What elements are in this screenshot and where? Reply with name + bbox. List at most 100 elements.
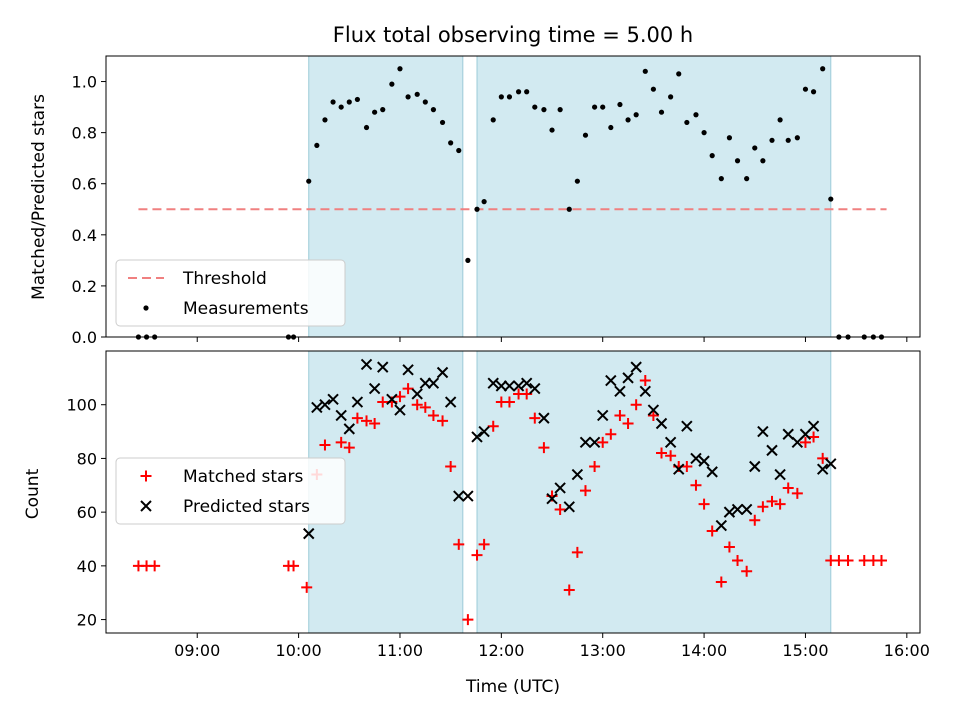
plot-layer: 0.00.20.40.60.81.0ThresholdMeasurements0…	[66, 55, 930, 660]
series-measurements	[135, 66, 885, 340]
measurement-point	[693, 112, 699, 118]
predicted-star-point	[394, 404, 406, 416]
chart-title: Flux total observing time = 5.00 h	[333, 23, 693, 47]
measurement-point	[633, 112, 639, 118]
measurement-point	[625, 117, 631, 123]
measurement-point	[338, 104, 344, 110]
predicted-star-point	[368, 382, 381, 395]
matched-star-point	[681, 460, 693, 472]
measurement-point	[684, 119, 690, 126]
predicted-star-point	[622, 372, 634, 384]
predicted-star-point	[630, 361, 642, 373]
matched-star-point	[723, 541, 735, 553]
predicted-star-point	[749, 460, 761, 473]
matched-star-point	[875, 554, 887, 566]
measurement-point	[524, 89, 530, 95]
measurement-point	[608, 124, 614, 131]
top-panel-y-label: Matched/Predicted stars	[29, 94, 49, 300]
legend-label: Matched stars	[183, 467, 303, 487]
bottom-panel-y-label: Count	[23, 468, 43, 519]
matched-star-point	[732, 554, 744, 566]
predicted-star-point	[588, 436, 601, 449]
y-tick-label: 0.2	[72, 277, 97, 296]
matched-star-point	[361, 415, 373, 427]
x-tick-label: 16:00	[884, 641, 930, 660]
measurement-point	[448, 140, 454, 146]
matched-star-point	[630, 399, 642, 411]
matched-star-point	[554, 503, 566, 515]
observing-window	[476, 55, 832, 338]
predicted-star-point	[319, 399, 331, 411]
predicted-star-point	[478, 425, 490, 438]
measurement-point	[490, 117, 496, 123]
y-tick-label: 1.0	[72, 73, 97, 92]
measurement-point	[549, 127, 555, 133]
matched-star-point	[757, 501, 769, 513]
matched-star-point	[343, 442, 355, 454]
predicted-star-point	[444, 396, 457, 408]
predicted-star-point	[673, 463, 685, 475]
predicted-star-point	[462, 490, 474, 502]
measurement-point	[354, 96, 360, 103]
matched-star-point	[639, 375, 651, 387]
panel-ratio: 0.0 0.2 0.4 0.6 0.8 1.0 Threshold Measurements	[72, 55, 921, 347]
measurement-point	[734, 158, 741, 164]
matched-star-point	[288, 560, 300, 572]
predicted-star-point	[495, 380, 508, 392]
measurement-point	[592, 104, 598, 110]
measurement-point	[802, 86, 809, 92]
legend-label: Threshold	[182, 269, 267, 289]
matched-star-point	[799, 436, 811, 448]
measurement-point	[769, 137, 775, 143]
measurement-point	[642, 68, 648, 74]
predicted-star-point	[723, 506, 736, 518]
matched-star-point	[656, 447, 668, 459]
matched-star-point	[698, 498, 710, 510]
measurement-point	[439, 119, 446, 126]
measurement-point	[330, 99, 336, 105]
predicted-star-point	[647, 404, 660, 416]
measurement-point	[709, 153, 715, 159]
x-tick-label: 13:00	[580, 641, 626, 660]
predicted-star-point	[605, 374, 617, 387]
measurement-point	[363, 124, 370, 131]
measurement-point	[346, 99, 352, 105]
matched-star-point	[149, 560, 161, 572]
measurement-point	[668, 94, 674, 100]
predicted-star-point	[503, 380, 516, 392]
measurement-point	[456, 147, 462, 154]
predicted-star-point	[740, 503, 753, 516]
measurement-point	[532, 104, 538, 110]
matched-star-point	[453, 538, 465, 550]
measurement-point	[752, 145, 758, 151]
matched-star-point	[437, 415, 449, 427]
predicted-star-point	[766, 444, 778, 457]
predicted-star-point	[411, 388, 423, 400]
predicted-star-point	[579, 436, 592, 449]
matched-star-point	[614, 409, 626, 421]
predicted-star-point	[453, 490, 465, 502]
predicted-star-point	[698, 455, 710, 467]
measurement-point	[794, 135, 800, 141]
predicted-star-point	[351, 396, 364, 408]
matched-star-point	[369, 418, 381, 430]
matched-star-point	[563, 584, 575, 596]
measurement-point	[658, 109, 665, 115]
matched-star-point	[402, 383, 414, 395]
predicted-star-point	[715, 519, 728, 532]
legend-label: Predicted stars	[183, 497, 310, 517]
matched-star-point	[665, 450, 677, 462]
legend-label: Measurements	[183, 299, 309, 319]
matched-star-point	[597, 436, 609, 448]
x-tick-label: 14:00	[681, 641, 727, 660]
predicted-star-point	[436, 366, 449, 379]
matched-star-point	[579, 485, 591, 497]
measurement-point	[389, 81, 395, 87]
legend-matched-swatch	[140, 470, 152, 482]
measurement-point	[380, 107, 386, 113]
y-tick-label: 20	[77, 611, 97, 630]
predicted-star-point	[706, 466, 718, 478]
predicted-star-point	[360, 358, 373, 371]
predicted-star-point	[597, 409, 609, 422]
measurement-point	[506, 94, 513, 100]
